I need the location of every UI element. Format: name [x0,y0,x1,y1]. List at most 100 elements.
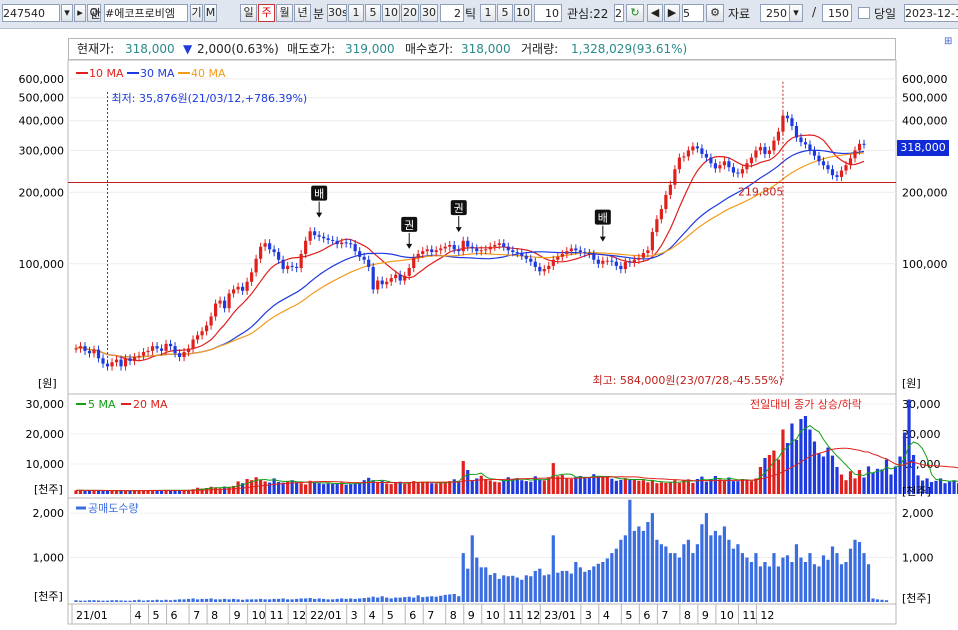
tick-1-button[interactable]: 1 [480,4,496,22]
candle-body [407,267,411,276]
volume-bar [168,490,173,494]
volume-bar [839,474,844,494]
candle-body [524,255,528,259]
volume-bar [335,483,339,494]
short-volume-bar [114,600,119,602]
minute-1-button[interactable]: 1 [348,4,364,22]
volume-bar [78,490,83,494]
tick-5-button[interactable]: 5 [497,4,513,22]
legend-ma30: 30 MA [140,67,175,80]
interest-value[interactable]: 2 [614,4,624,22]
volume-bar [398,481,402,494]
tick-value-input[interactable]: 10 [534,4,562,22]
period-minute-label[interactable]: 분 [313,7,325,21]
candle-body [385,281,389,285]
volume-bar [290,480,294,494]
short-volume-bar [317,598,321,602]
candle-body [78,346,83,349]
short-volume-bar [722,526,727,602]
short-volume-bar [547,574,551,602]
volume-bar [259,479,263,494]
volume-bar [155,490,159,494]
refresh-icon: ↻ [630,6,640,19]
refresh-button[interactable]: ↻ [626,4,644,22]
volume-bar [560,475,564,494]
short-volume-bar [862,553,866,602]
period-day-button[interactable]: 일 [240,4,257,22]
short-volume-bar [177,599,182,602]
minute-5-button[interactable]: 5 [365,4,381,22]
search-button[interactable]: Q [87,4,101,22]
tick-10-button[interactable]: 10 [514,4,532,22]
short-volume-bar [110,600,114,602]
total-input[interactable]: 150 [822,4,852,22]
date-input[interactable]: 2023-12-1 [904,4,958,22]
minute-30s-button[interactable]: 30s [327,4,347,22]
volume-bar [340,482,344,494]
volume-bar [821,456,826,494]
legend-vol-ma20: 20 MA [133,398,168,411]
short-volume-bar [592,566,596,602]
volume-bar [213,487,218,494]
change-down-icon: ▼ [183,42,193,56]
short-volume-bar [565,570,569,602]
m-button[interactable]: M [204,4,217,22]
short-volume-bar [502,575,506,602]
volume-bar [186,490,191,494]
period-month-button[interactable]: 월 [276,4,293,22]
volume-bar [470,480,474,494]
candle-body [484,249,488,251]
short-volume-bar [686,539,690,602]
volume-bar [439,482,443,494]
legend-vol-ma5: 5 MA [88,398,116,411]
left-pane [0,29,68,630]
short-volume-bar [272,598,276,602]
gear-button[interactable]: ⚙ [706,4,724,22]
volume-tick-right: 30,000 [902,398,941,411]
candle-body [268,243,272,250]
prev-step-button[interactable]: ◀ [647,4,663,22]
period-week-button[interactable]: 주 [258,4,275,22]
next-arrow-button[interactable]: ▸ [74,4,86,22]
data-count-dropdown[interactable]: ▾ [789,4,803,22]
period-year-button[interactable]: 년 [294,4,311,22]
stock-name-field[interactable]: #에코프로비엠 [104,4,188,22]
short-volume-bar [682,544,686,602]
kwan-label[interactable]: 관 [90,7,102,21]
volume-bar [425,482,429,494]
stock-code-input[interactable]: 247540 [2,4,60,22]
next-step-button[interactable]: ▶ [664,4,680,22]
minute-30-button[interactable]: 30 [420,4,438,22]
candle-body [565,251,569,254]
volume-bar [583,476,587,494]
candle-body [241,286,245,291]
volume-bar [880,469,884,494]
volume-bar [286,481,290,494]
short-volume-bar [646,522,650,602]
candle-body [628,261,632,263]
short-volume-bar [641,530,645,602]
minute-20-button[interactable]: 20 [401,4,419,22]
today-checkbox[interactable] [858,7,870,19]
candle-body [623,261,627,270]
short-volume-bar [808,553,812,602]
code-dropdown-button[interactable]: ▾ [61,4,73,22]
tick-input[interactable]: 2 [440,4,464,22]
candle-body [488,246,492,250]
volume-bar [164,489,168,494]
volume-bar [866,466,871,494]
price-tick-left: 400,000 [19,115,65,128]
event-marker-label: 배 [598,212,608,225]
short-volume-bar [466,568,470,602]
short-volume-bar [637,526,641,602]
volume-bar [533,476,537,494]
step-input[interactable]: 5 [682,4,704,22]
minute-10-button[interactable]: 10 [382,4,400,22]
gi-button[interactable]: 기 [190,4,203,22]
expand-icon[interactable]: ⊞ [944,36,953,47]
event-marker-label: 배 [314,188,324,201]
volume-value: 1,328,029(93.61%) [571,42,688,56]
volume-unit-right: [천주] [902,484,931,498]
event-arrow-head [406,243,413,249]
short-volume-bar [538,568,542,602]
